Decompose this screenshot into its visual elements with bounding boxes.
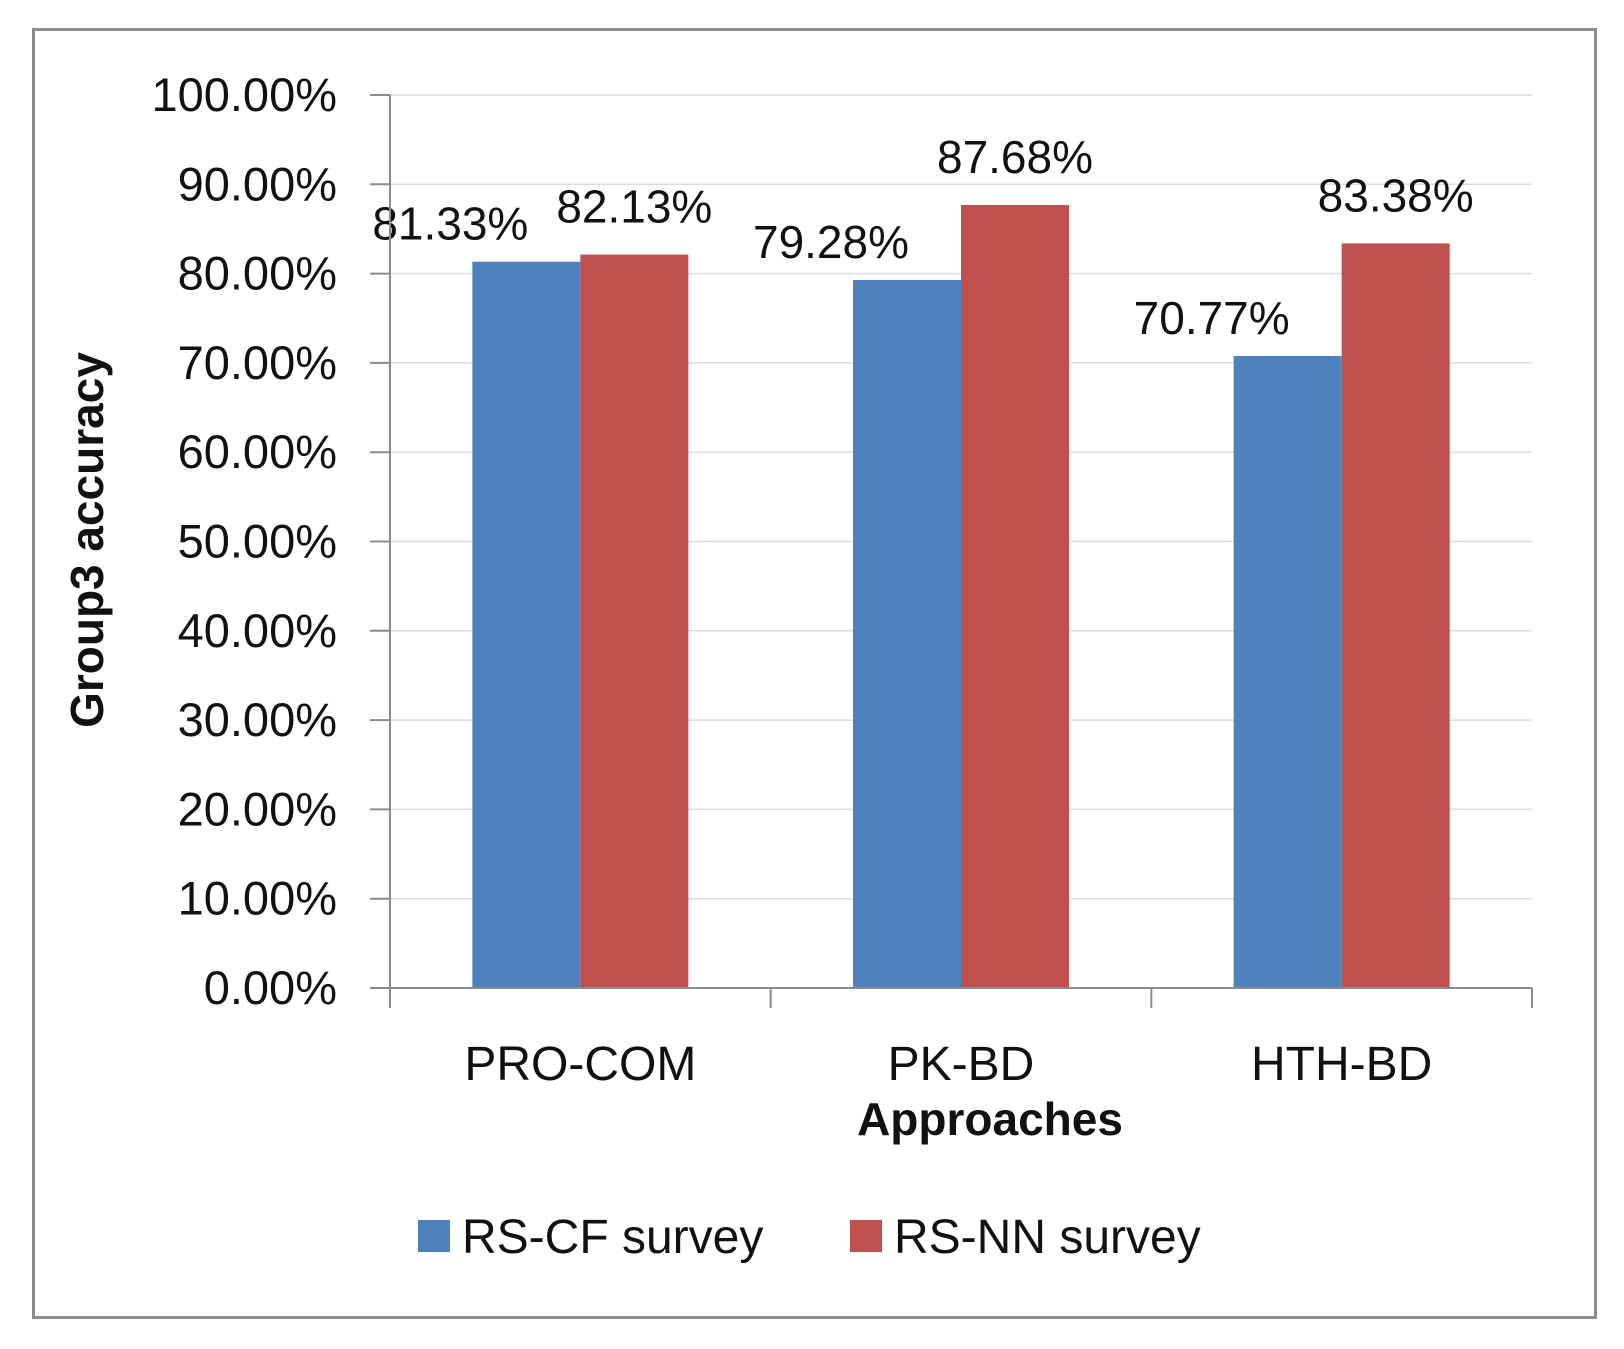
y-tick-label: 100.00%	[151, 68, 337, 121]
data-label: 79.28%	[753, 216, 909, 268]
y-tick-label: 90.00%	[178, 157, 337, 210]
y-tick-label: 50.00%	[178, 515, 337, 568]
y-axis-title: Group3 accuracy	[61, 352, 113, 728]
legend-swatch	[850, 1220, 882, 1252]
legend-label: RS-CF survey	[462, 1211, 763, 1264]
data-labels: 81.33% 82.13% 79.28% 87.68% 70.77% 83.38%	[372, 131, 1473, 344]
axes	[370, 95, 1533, 1008]
y-tick-label: 80.00%	[178, 247, 337, 300]
data-label: 82.13%	[556, 181, 712, 233]
legend-swatch	[418, 1220, 450, 1252]
data-label: 83.38%	[1318, 169, 1474, 221]
bar-rs-nn-survey	[961, 205, 1069, 989]
y-tick-label: 10.00%	[178, 872, 337, 925]
bar-rs-nn-survey	[580, 254, 689, 988]
y-tick-label: 40.00%	[178, 604, 337, 657]
bar-rs-cf-survey	[1233, 356, 1342, 988]
y-tick-label: 0.00%	[204, 961, 337, 1014]
y-tick-label: 20.00%	[178, 782, 337, 835]
bar-rs-cf-survey	[853, 280, 961, 988]
y-tick-label: 30.00%	[178, 693, 337, 746]
data-label: 87.68%	[937, 131, 1093, 183]
x-category-label: HTH-BD	[1251, 1038, 1432, 1091]
y-axis-ticks: 0.00% 10.00% 20.00% 30.00% 40.00% 50.00% 60.00…	[151, 68, 390, 1014]
bar-rs-cf-survey	[472, 261, 581, 988]
y-tick-label: 70.00%	[178, 336, 337, 389]
x-axis-title: Approaches	[857, 1093, 1123, 1145]
data-label: 70.77%	[1134, 292, 1290, 344]
x-axis-categories: PRO-COM PK-BD HTH-BD	[464, 1038, 1432, 1091]
x-category-label: PK-BD	[888, 1038, 1035, 1091]
legend: RS-CF survey RS-NN survey	[418, 1211, 1201, 1264]
bar-rs-nn-survey	[1341, 243, 1450, 988]
data-label: 81.33%	[372, 198, 528, 250]
bars	[472, 205, 1450, 989]
legend-label: RS-NN survey	[894, 1211, 1201, 1264]
x-category-label: PRO-COM	[464, 1038, 696, 1091]
y-tick-label: 60.00%	[178, 425, 337, 478]
